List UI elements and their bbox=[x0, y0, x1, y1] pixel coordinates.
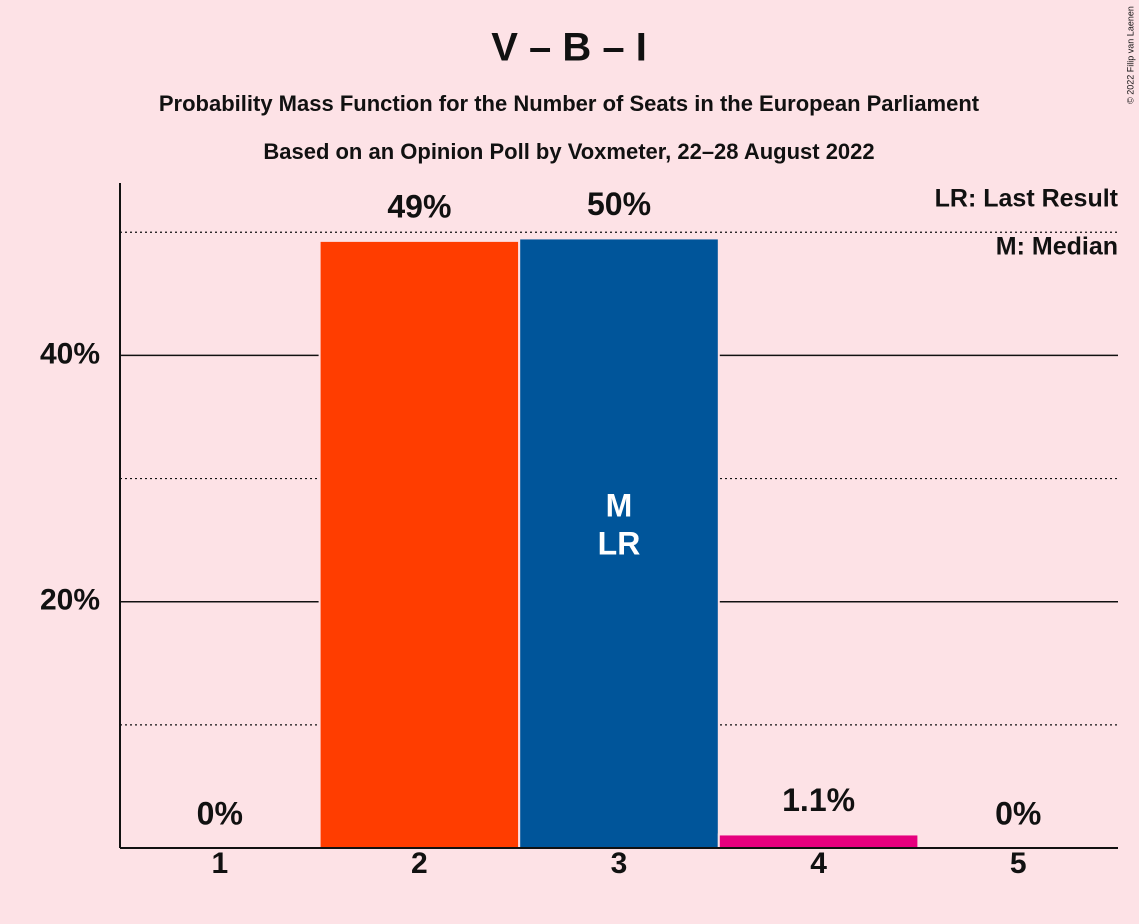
value-label: 0% bbox=[995, 795, 1041, 831]
x-tick-label: 2 bbox=[411, 847, 428, 880]
chart-title: V – B – I bbox=[491, 26, 647, 70]
value-label: 0% bbox=[197, 795, 243, 831]
chart-subtitle: Probability Mass Function for the Number… bbox=[159, 91, 980, 116]
value-label: 1.1% bbox=[782, 782, 855, 818]
x-tick-label: 3 bbox=[611, 847, 628, 880]
bar-annotation: LR bbox=[598, 525, 641, 561]
y-tick-label: 20% bbox=[40, 584, 100, 617]
value-label: 50% bbox=[587, 186, 651, 222]
legend-entry: M: Median bbox=[996, 233, 1118, 261]
x-tick-label: 5 bbox=[1010, 847, 1027, 880]
credit: © 2022 Filip van Laenen bbox=[1125, 6, 1135, 104]
bar bbox=[318, 239, 521, 849]
y-tick-label: 40% bbox=[40, 337, 100, 370]
value-label: 49% bbox=[387, 188, 451, 224]
bar-annotation: M bbox=[606, 487, 633, 523]
x-tick-label: 1 bbox=[211, 847, 228, 880]
chart-subtitle: Based on an Opinion Poll by Voxmeter, 22… bbox=[263, 139, 874, 164]
legend-entry: LR: Last Result bbox=[935, 185, 1119, 213]
x-tick-label: 4 bbox=[810, 847, 827, 880]
